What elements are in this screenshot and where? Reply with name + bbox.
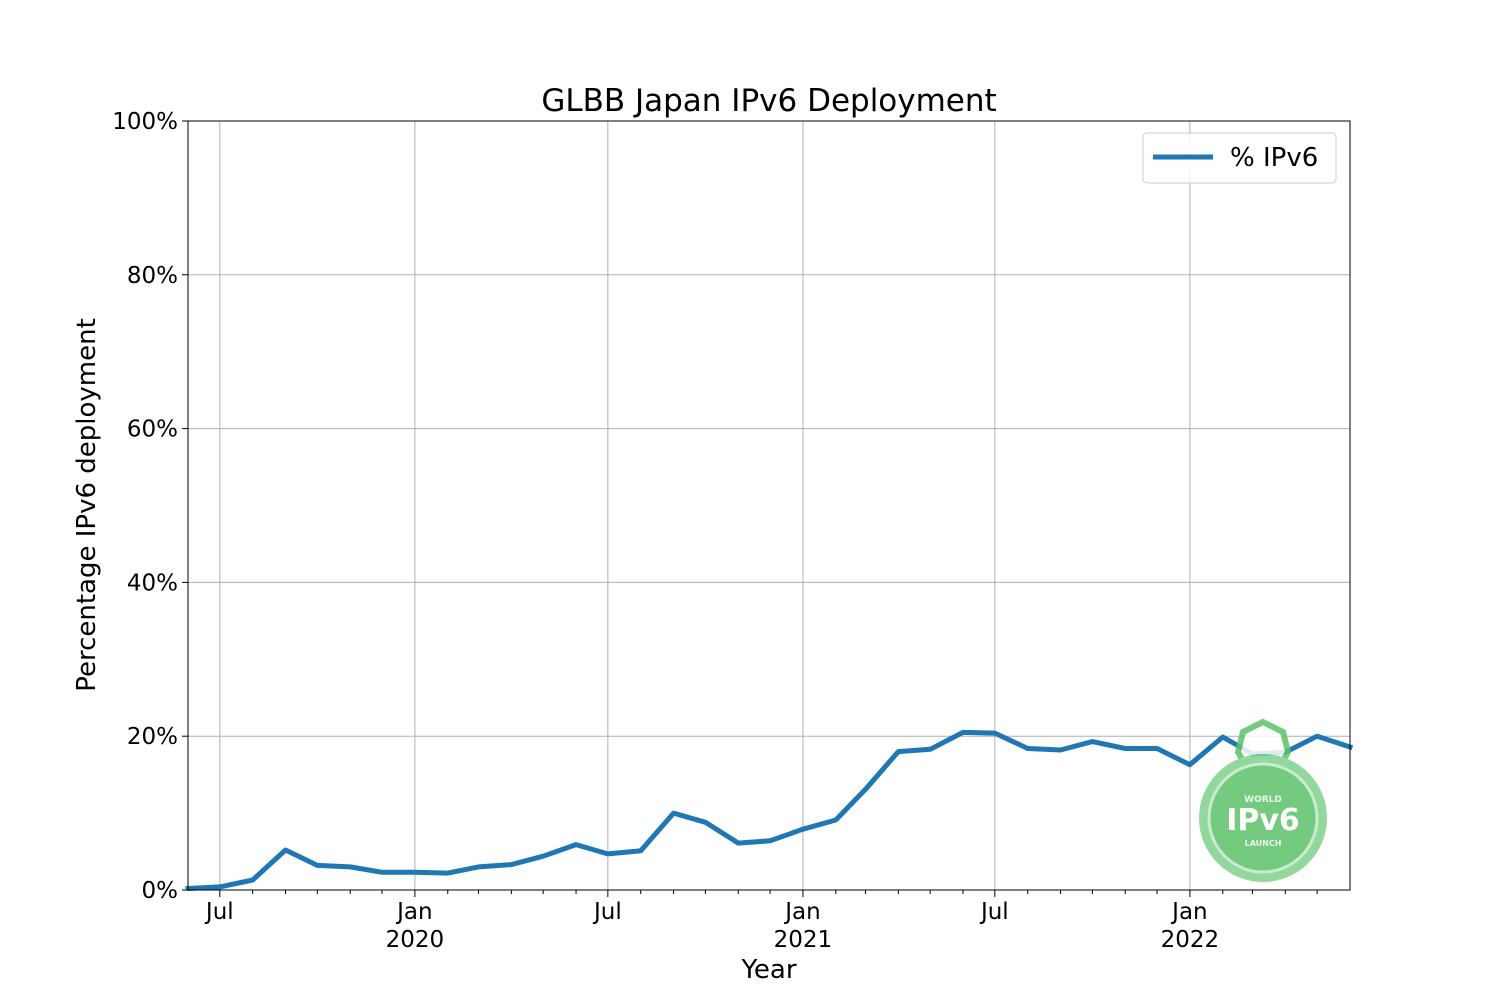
logo-badge-inner [1207, 762, 1319, 874]
x-tick-label: Jan [1170, 899, 1207, 925]
x-tick-label: Jan [395, 899, 432, 925]
y-axis: 0% 20% 40% 60% 80% 100% [112, 109, 188, 904]
series-line [185, 729, 1354, 892]
y-tick-label: 0% [142, 878, 179, 904]
legend-box [1142, 132, 1337, 184]
legend: % IPv6 [1142, 132, 1337, 184]
grid-lines [188, 120, 1350, 891]
x-tick-label: Jan [783, 899, 820, 925]
y-tick-label: 80% [127, 263, 178, 289]
world-ipv6-launch-logo: WORLD IPv6 LAUNCH [1199, 718, 1327, 882]
x-tick-year-label: 2022 [1161, 927, 1220, 953]
logo-main-text: IPv6 [1226, 803, 1300, 838]
y-tick-label: 60% [127, 417, 178, 443]
logo-top-text: WORLD [1244, 795, 1282, 805]
x-tick-label: Jul [592, 899, 622, 925]
x-tick-year-label: 2021 [774, 927, 833, 953]
y-tick-label: 40% [127, 570, 178, 596]
plot-frame [187, 120, 1351, 891]
x-tick-year-label: 2020 [386, 927, 445, 953]
x-tick-label: Jul [204, 899, 234, 925]
x-tick-label: Jul [979, 899, 1009, 925]
chart-title: GLBB Japan IPv6 Deployment [541, 83, 996, 119]
x-axis-label: Year [740, 955, 796, 985]
y-tick-label: 20% [127, 724, 178, 750]
legend-label: % IPv6 [1230, 143, 1318, 173]
series-layer [185, 729, 1354, 892]
y-tick-label: 100% [112, 109, 178, 135]
y-axis-label: Percentage IPv6 deployment [72, 318, 102, 692]
logo-bottom-text: LAUNCH [1245, 839, 1282, 848]
